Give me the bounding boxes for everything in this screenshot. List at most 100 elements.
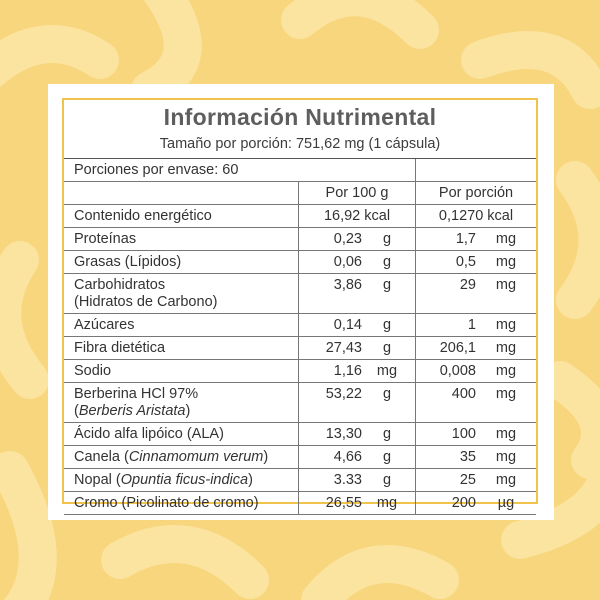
unit-per-serving: mg — [495, 426, 517, 442]
value-per-serving: 0,5 — [455, 254, 476, 270]
nutrient-label: Ácido alfa lipóico (ALA) — [74, 426, 224, 442]
column-divider — [298, 360, 299, 382]
table-row: Sodio 1,16 mg 0,008 mg — [64, 360, 536, 383]
nutrient-label-line2: (Berberis Aristata) — [74, 403, 191, 419]
table-row: Azúcares 0,14 g 1 mg — [64, 314, 536, 337]
unit-per-serving: mg — [495, 449, 517, 465]
column-divider — [298, 251, 299, 273]
value-per-100g: 0,06 — [333, 254, 362, 270]
column-divider — [298, 314, 299, 336]
nutrition-facts-panel: Información Nutrimental Tamaño por porci… — [62, 98, 538, 515]
column-divider — [415, 492, 416, 514]
unit-per-100g: g — [382, 317, 392, 333]
column-divider — [298, 383, 299, 422]
unit-per-100g: g — [382, 386, 392, 402]
value-per-serving: 29 — [459, 277, 476, 293]
scientific-name: Berberis Aristata — [78, 403, 186, 419]
table-row: Contenido energético 16,92 kcal 0,1270 k… — [64, 205, 536, 228]
nutrient-label: Cromo (Picolinato de cromo) — [74, 495, 259, 511]
servings-per-container: Porciones por envase: 60 — [74, 162, 239, 178]
value-per-100g: 0,23 — [333, 231, 362, 247]
column-divider — [415, 182, 416, 204]
unit-per-100g: g — [382, 231, 392, 247]
column-divider — [415, 274, 416, 313]
table-row: Cromo (Picolinato de cromo) 26,55 mg 200… — [64, 492, 536, 515]
unit-per-100g: g — [382, 472, 392, 488]
nutrient-label: Sodio — [74, 363, 112, 379]
scientific-name: Opuntia ficus-indica — [120, 472, 249, 488]
value-per-serving: 100 — [451, 426, 476, 442]
servings-row: Porciones por envase: 60 — [64, 159, 536, 182]
unit-per-serving: mg — [495, 472, 517, 488]
column-divider — [298, 182, 299, 204]
unit-per-100g: mg — [376, 495, 398, 511]
column-divider — [298, 228, 299, 250]
column-divider — [415, 423, 416, 445]
table-row: Berberina HCl 97% (Berberis Aristata) 53… — [64, 383, 536, 423]
value-per-serving: 206,1 — [439, 340, 476, 356]
value-per-serving: 1 — [467, 317, 476, 333]
unit-per-100g: g — [382, 277, 392, 293]
value-per-100g: 0,14 — [333, 317, 362, 333]
page-title: Información Nutrimental — [163, 104, 437, 130]
unit-per-serving: mg — [495, 277, 517, 293]
unit-per-serving: mg — [495, 386, 517, 402]
table-row: Fibra dietética 27,43 g 206,1 mg — [64, 337, 536, 360]
column-divider — [298, 274, 299, 313]
scientific-name: Cinnamomum verum — [128, 449, 264, 465]
value-per-100g: 1,16 — [333, 363, 362, 379]
column-divider — [415, 360, 416, 382]
nutrient-label: Carbohidratos (Hidratos de Carbono) — [74, 277, 294, 311]
column-header-per-serving: Por porción — [438, 185, 514, 201]
column-divider — [298, 446, 299, 468]
column-divider — [298, 423, 299, 445]
unit-per-serving: mg — [495, 363, 517, 379]
unit-per-serving: µg — [497, 495, 515, 511]
unit-per-serving: mg — [495, 340, 517, 356]
column-divider — [298, 337, 299, 359]
nutrition-table: Porciones por envase: 60 Por 100 g Por p… — [64, 158, 536, 515]
nutrient-label: Proteínas — [74, 231, 137, 247]
column-header-per-100g: Por 100 g — [325, 185, 389, 201]
value-per-100g: 26,55 — [325, 495, 362, 511]
column-divider — [415, 205, 416, 227]
column-divider — [415, 228, 416, 250]
nutrient-label-line1: Berberina HCl 97% — [74, 386, 199, 402]
value-per-100g: 3,86 — [333, 277, 362, 293]
table-row: Nopal (Opuntia ficus-indica) 3.33 g 25 m… — [64, 469, 536, 492]
value-per-serving: 25 — [459, 472, 476, 488]
column-divider — [415, 159, 416, 181]
table-row: Canela (Cinnamomum verum) 4,66 g 35 mg — [64, 446, 536, 469]
value-per-100g: 53,22 — [325, 386, 362, 402]
value-per-100g: 3.33 — [333, 472, 362, 488]
nutrient-label: Berberina HCl 97% (Berberis Aristata) — [74, 386, 294, 420]
table-row: Grasas (Lípidos) 0,06 g 0,5 mg — [64, 251, 536, 274]
nutrient-label-line2: (Hidratos de Carbono) — [74, 294, 218, 310]
column-divider — [298, 205, 299, 227]
unit-per-serving: mg — [495, 231, 517, 247]
value-per-serving: 1,7 — [455, 231, 476, 247]
unit-per-100g: g — [382, 340, 392, 356]
column-divider — [415, 469, 416, 491]
value-per-100g: 13,30 — [325, 426, 362, 442]
unit-per-serving: mg — [495, 254, 517, 270]
unit-per-100g: g — [382, 449, 392, 465]
table-row: Proteínas 0,23 g 1,7 mg — [64, 228, 536, 251]
unit-per-serving: mg — [495, 317, 517, 333]
column-divider — [415, 337, 416, 359]
column-divider — [298, 469, 299, 491]
value-per-serving: 0,1270 kcal — [438, 208, 514, 224]
value-per-serving: 0,008 — [439, 363, 476, 379]
value-per-serving: 200 — [451, 495, 476, 511]
value-per-serving: 400 — [451, 386, 476, 402]
unit-per-100g: g — [382, 426, 392, 442]
nutrient-label: Nopal (Opuntia ficus-indica) — [74, 472, 253, 488]
serving-size: Tamaño por porción: 751,62 mg (1 cápsula… — [159, 136, 441, 152]
value-per-100g: 27,43 — [325, 340, 362, 356]
table-row: Ácido alfa lipóico (ALA) 13,30 g 100 mg — [64, 423, 536, 446]
unit-per-100g: g — [382, 254, 392, 270]
column-divider — [415, 314, 416, 336]
nutrient-label: Fibra dietética — [74, 340, 166, 356]
nutrient-label: Azúcares — [74, 317, 135, 333]
value-per-100g: 4,66 — [333, 449, 362, 465]
